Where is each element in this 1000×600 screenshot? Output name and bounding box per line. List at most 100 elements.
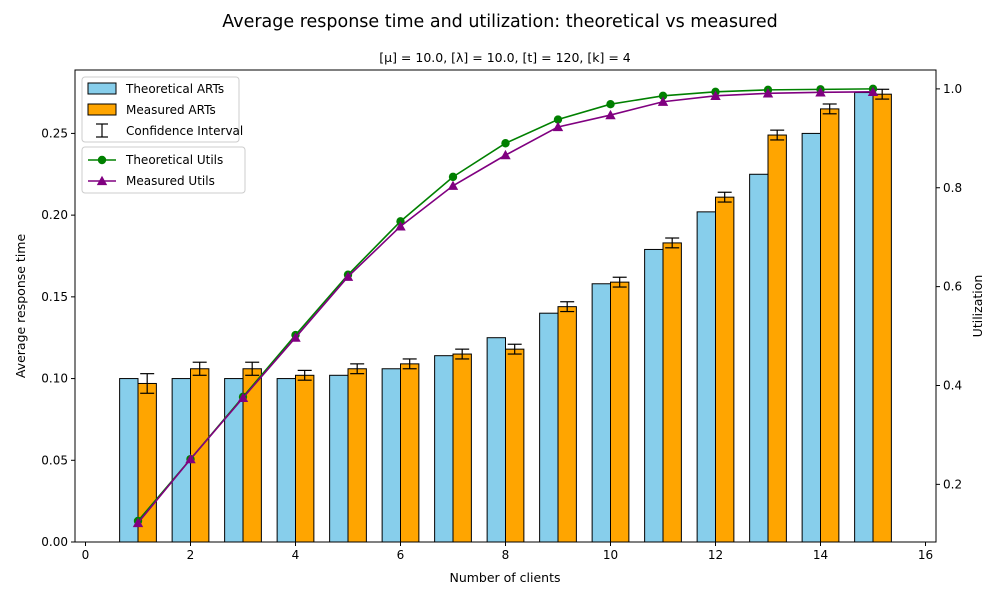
error-bar [192,361,207,376]
y-tick-label: 0.05 [41,453,68,467]
bar-measured-art [505,348,525,543]
legend-box [81,146,246,194]
x-tick-label: 14 [813,548,828,562]
measured-utils-point [185,453,196,464]
y-tick-label: 0.15 [41,290,68,304]
bar-measured-art [872,93,892,543]
y-axis-label: Average response time [13,234,28,379]
error-bar [245,361,260,376]
bar-measured-art [610,281,630,543]
plot-area [119,84,892,543]
measured-utils-point [605,109,616,120]
measured-utils-point [447,180,459,190]
x-tick-label: 6 [397,548,405,562]
error-bar [455,348,470,360]
legend-label-confidence: Confidence Interval [126,124,243,138]
measured-utils-point [132,517,144,528]
y2-tick-label: 0.2 [943,477,962,491]
x-tick-label: 2 [187,548,195,562]
legend-box [81,76,240,143]
y-tick-label: 0.25 [41,126,68,140]
x-tick-label: 4 [292,548,300,562]
legend-label-theoretical-utils: Theoretical Utils [125,153,223,167]
bar-measured-art [347,368,367,543]
bar-theoretical-art [486,337,506,543]
y2-tick-label: 0.6 [943,280,962,294]
error-bar [717,191,732,203]
y2-axis-label: Utilization [970,275,985,338]
theoretical-utils-point [606,100,615,109]
error-bar [140,373,155,394]
bar-theoretical-art [749,173,769,543]
y2-tick-label: 0.4 [943,378,962,392]
error-bar [350,363,365,375]
x-tick-label: 10 [603,548,618,562]
measured-utils-point [657,96,669,106]
bar-measured-art [767,134,787,543]
bar-theoretical-art [276,378,296,543]
y2-tick-label: 0.8 [943,181,962,195]
error-bar [770,129,785,141]
measured-utils-point [500,149,511,160]
bar-theoretical-art [224,378,244,543]
bar-theoretical-art [591,283,611,543]
error-bar [822,103,837,115]
bar-theoretical-art [539,312,559,543]
bar-theoretical-art [329,374,349,543]
measured-utils-point [395,221,406,231]
measured-utils-point [710,90,721,100]
measured-utils-point [237,392,249,403]
y-tick-label: 0.00 [41,535,68,549]
bar-theoretical-art [696,211,716,543]
bar-measured-art [715,196,735,543]
bar-measured-art [662,242,682,543]
x-tick-label: 0 [82,548,90,562]
error-bar [665,237,680,249]
error-bar [875,88,890,100]
error-bar [402,358,417,370]
legend-marker-theoretical-utils [97,155,107,165]
theoretical-utils-point [658,91,668,101]
chart-subtitle: [μ] = 10.0, [λ] = 10.0, [t] = 120, [k] =… [379,50,631,65]
measured-utils-point [290,332,301,342]
y-tick-label: 0.20 [41,208,68,222]
legend-bars: Theoretical ARTs Measured ARTs Confidence … [81,76,243,143]
theoretical-utils-point [448,172,458,182]
chart-title: Average response time and utilization: t… [222,12,777,32]
bar-measured-art [557,306,577,543]
legend-label-theoretical: Theoretical ARTs [125,82,224,96]
error-bar [297,369,312,381]
legend-marker-measured-utils [96,175,108,186]
measured-utils-point [815,87,826,97]
legend-label-measured: Measured ARTs [126,103,216,117]
bar-theoretical-art [854,92,874,543]
legend-swatch-theoretical [87,82,117,95]
bar-theoretical-art [434,355,454,543]
legend-lines: Theoretical Utils Measured Utils [81,146,246,194]
bar-theoretical-art [801,132,821,543]
x-tick-label: 16 [918,548,933,562]
legend-swatch-measured [87,103,117,116]
theoretical-utils-point [501,139,510,148]
y-tick-label: 0.10 [41,372,68,386]
error-bar [612,276,627,288]
legend-label-measured-utils: Measured Utils [126,174,215,188]
axes: 0 2 4 6 8 10 12 14 16 0.00 0.05 0.10 0.15 0.20 0.25 0.2… [41,82,962,562]
error-bar [560,301,575,313]
bar-theoretical-art [119,378,139,543]
measured-utils-point [762,88,774,98]
x-tick-label: 8 [502,548,510,562]
theoretical-utils-point [553,115,563,124]
measured-utils-point [867,86,879,97]
bar-measured-art [295,374,315,543]
x-tick-label: 12 [708,548,723,562]
legend-errorbar-symbol [96,123,108,138]
error-bar [507,343,522,355]
bar-measured-art [400,363,420,543]
bar-measured-art [452,353,472,543]
bar-theoretical-art [381,368,401,543]
x-axis-label: Number of clients [449,570,560,585]
bar-measured-art [820,108,840,543]
bar-theoretical-art [644,248,664,543]
